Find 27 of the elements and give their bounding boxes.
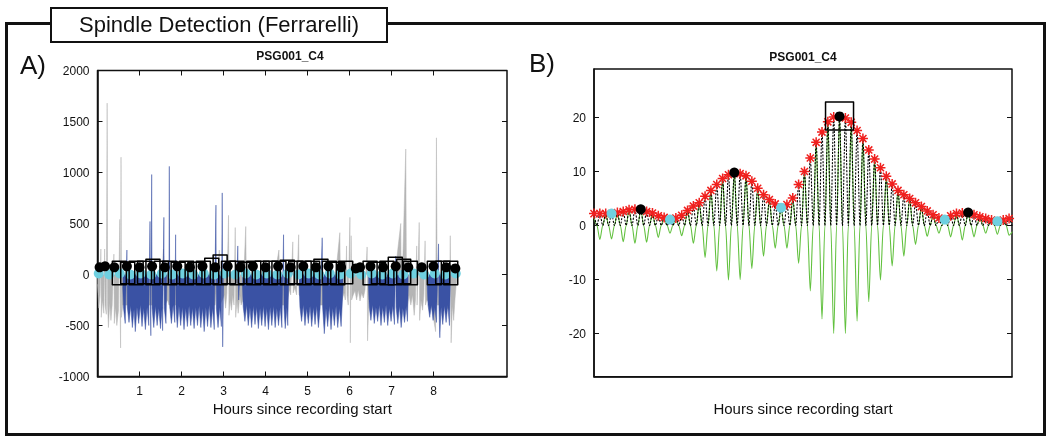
x-tick-label: 2 bbox=[178, 383, 186, 398]
x-tick-label: 3 bbox=[220, 383, 228, 398]
x-axis-title: Hours since recording start bbox=[713, 399, 894, 417]
y-tick-label: -20 bbox=[568, 326, 587, 341]
x-tick-label: 1 bbox=[136, 383, 144, 398]
y-tick-label: 1500 bbox=[62, 114, 90, 129]
y-tick-label: 10 bbox=[572, 164, 587, 179]
y-tick-label: 20 bbox=[572, 110, 587, 125]
x-tick-label: 5 bbox=[304, 383, 312, 398]
x-tick-label: 8 bbox=[430, 383, 438, 398]
x-axis-title: Hours since recording start bbox=[212, 400, 393, 418]
text: Spindle Detection (Ferrarelli) bbox=[79, 12, 359, 37]
y-tick-label: 0 bbox=[579, 218, 587, 233]
text: B) bbox=[529, 48, 555, 78]
y-tick-label: -1000 bbox=[58, 369, 90, 384]
text: A) bbox=[20, 50, 46, 80]
y-tick-label: 0 bbox=[82, 267, 90, 282]
y-tick-label: -10 bbox=[568, 272, 587, 287]
y-tick-label: 2000 bbox=[62, 63, 90, 78]
y-tick-label: 500 bbox=[69, 216, 90, 231]
chart-title: PSG001_C4 bbox=[256, 49, 325, 63]
x-tick-label: 6 bbox=[346, 383, 354, 398]
x-tick-label: 4 bbox=[262, 383, 270, 398]
chart-title: PSG001_C4 bbox=[769, 50, 838, 64]
x-tick-label: 7 bbox=[388, 383, 396, 398]
y-tick-label: 1000 bbox=[62, 165, 90, 180]
y-tick-label: -500 bbox=[65, 318, 90, 333]
